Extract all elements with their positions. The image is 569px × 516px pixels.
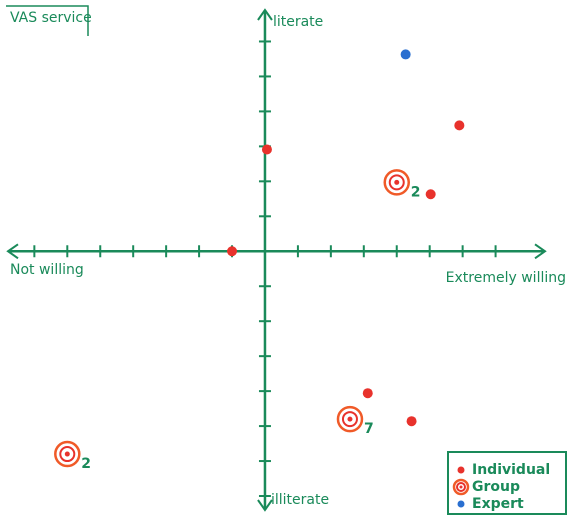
point: [406, 416, 417, 427]
dot: [425, 189, 436, 200]
ring: [341, 411, 358, 428]
point: [400, 49, 411, 60]
ring: [456, 482, 466, 492]
legend-marker: [452, 478, 470, 496]
dot: [454, 120, 465, 131]
point: [425, 189, 436, 200]
point: [454, 120, 465, 131]
point-label: 2: [411, 184, 421, 200]
legend-marker: [457, 466, 465, 474]
ring: [383, 169, 410, 196]
dot: [362, 388, 373, 399]
ring: [59, 446, 76, 463]
point: [362, 388, 373, 399]
dot: [347, 416, 353, 422]
point-label: 2: [81, 456, 91, 472]
point: [383, 169, 410, 196]
point: [54, 440, 81, 468]
ring: [336, 405, 364, 433]
ring: [54, 440, 81, 468]
dot: [459, 485, 463, 489]
arrow: [6, 243, 19, 260]
dot: [261, 144, 272, 155]
point: [227, 246, 238, 257]
title-frame: [6, 5, 89, 36]
arrow: [534, 243, 547, 260]
arrow: [257, 8, 273, 21]
point-label: 7: [364, 421, 374, 437]
x-left-label: Not willing: [10, 262, 84, 278]
legend-label: Individual: [472, 462, 550, 478]
chart-title: VAS service: [10, 10, 92, 26]
dot: [394, 179, 400, 185]
point: [261, 144, 272, 155]
dot: [457, 500, 465, 508]
dot: [64, 451, 70, 457]
dot: [457, 466, 465, 474]
dot: [400, 49, 411, 60]
point: [336, 405, 364, 433]
legend-label: Expert: [472, 496, 524, 512]
legend-frame: [447, 451, 567, 515]
ring: [452, 478, 470, 496]
dot: [406, 416, 417, 427]
y-top-label: literate: [273, 14, 323, 30]
x-right-label: Extremely willing: [446, 270, 566, 286]
arrow: [257, 499, 273, 512]
y-bottom-label: illiterate: [271, 492, 329, 508]
ring: [388, 174, 405, 191]
legend-marker: [457, 500, 465, 508]
dot: [227, 246, 238, 257]
legend-label: Group: [472, 479, 520, 495]
